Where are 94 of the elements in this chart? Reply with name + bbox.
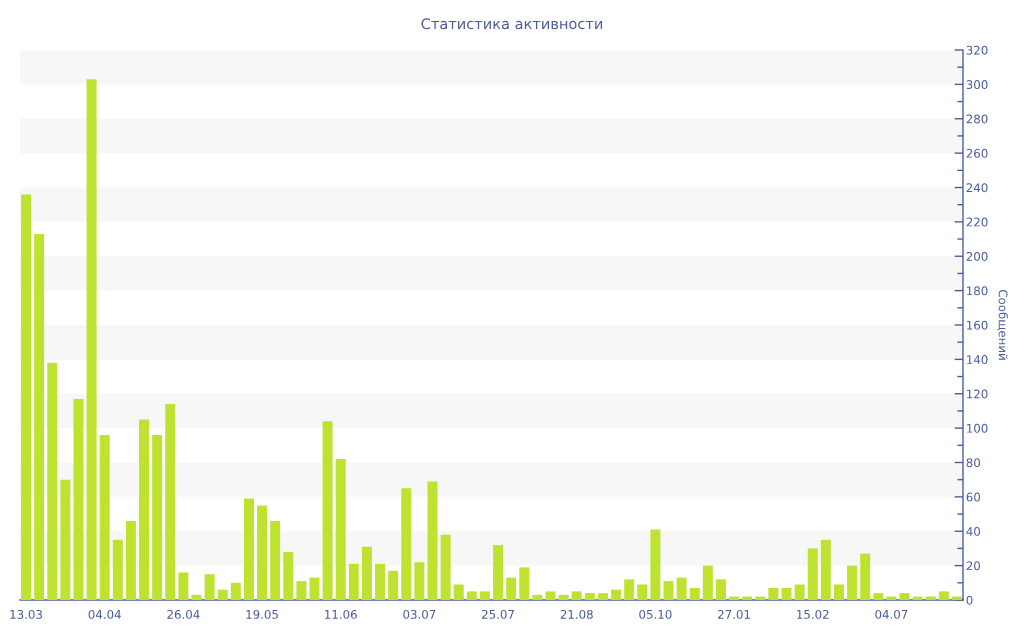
bar	[348, 563, 359, 600]
bar	[440, 534, 451, 600]
bar	[178, 572, 189, 600]
bar	[217, 589, 228, 600]
x-tick-label: 26.04	[167, 609, 200, 619]
bar	[86, 79, 97, 600]
bar	[99, 435, 110, 600]
bar	[375, 563, 386, 600]
bar	[938, 591, 949, 600]
bar	[466, 591, 477, 600]
bar	[361, 546, 372, 600]
bar	[847, 565, 858, 600]
bar	[257, 505, 268, 600]
bar	[873, 593, 884, 600]
y-tick-label: 180	[967, 286, 988, 296]
chart-title: Статистика активности	[421, 18, 603, 30]
bar	[715, 579, 726, 600]
bar	[807, 548, 818, 600]
bar	[781, 587, 792, 600]
bar	[597, 593, 608, 600]
bar	[230, 582, 241, 600]
y-tick-label: 40	[966, 526, 981, 536]
bar	[584, 593, 595, 600]
x-tick-label: 13.03	[10, 609, 42, 619]
bar	[427, 481, 438, 600]
y-tick-label: 200	[966, 251, 988, 261]
bar	[401, 488, 412, 600]
x-tick-label: 03.07	[403, 609, 436, 619]
x-tick-label: 27.01	[718, 609, 750, 619]
bar	[243, 498, 254, 600]
bar	[794, 584, 805, 600]
bar	[165, 404, 176, 600]
bar	[322, 421, 333, 600]
x-tick-label: 21.08	[560, 609, 593, 619]
bar	[637, 584, 648, 600]
x-tick-label: 04.07	[875, 609, 908, 619]
bar	[453, 584, 464, 600]
bar	[545, 591, 556, 600]
bar	[571, 591, 582, 600]
y-tick-label: 320	[966, 45, 988, 55]
bar	[493, 545, 504, 600]
bar	[34, 233, 45, 600]
x-tick-label: 04.04	[88, 609, 121, 619]
bar	[833, 584, 844, 600]
bar	[112, 539, 123, 600]
bar	[860, 553, 871, 600]
x-tick-label: 15.02	[797, 609, 829, 619]
y-tick-label: 220	[966, 217, 988, 227]
y-tick-label: 280	[966, 114, 988, 124]
bar	[519, 567, 530, 600]
bar	[624, 579, 635, 600]
y-tick-label: 20	[966, 561, 981, 571]
bar	[689, 587, 700, 600]
x-tick-label: 05.10	[639, 609, 672, 619]
bar	[270, 520, 281, 600]
bar	[388, 570, 399, 600]
bar	[60, 479, 71, 600]
x-tick-label: 19.05	[246, 609, 278, 619]
bar	[676, 577, 687, 600]
y-tick-label: 300	[966, 80, 988, 90]
bar	[73, 398, 84, 600]
bar	[21, 194, 32, 600]
bar	[47, 362, 58, 600]
bar	[414, 562, 425, 600]
bar	[204, 574, 215, 600]
bar	[663, 581, 674, 600]
y-axis-title: Сообщений	[997, 289, 1008, 360]
bar	[139, 419, 150, 600]
y-tick-label: 260	[966, 148, 988, 158]
bar	[650, 529, 661, 600]
bar	[899, 593, 910, 600]
bar	[506, 577, 517, 600]
y-tick-label: 60	[966, 492, 981, 502]
bar	[820, 539, 831, 600]
y-tick-label: 100	[967, 423, 988, 433]
y-tick-label: 80	[966, 458, 981, 468]
y-tick-label: 160	[967, 320, 988, 330]
bar	[125, 520, 136, 600]
bar	[558, 594, 569, 600]
bar	[768, 587, 779, 600]
x-tick-label: 25.07	[482, 609, 514, 619]
bar	[152, 435, 163, 600]
bar	[702, 565, 713, 600]
bar	[335, 459, 346, 600]
bar	[611, 589, 622, 600]
x-tick-label: 11.06	[325, 609, 357, 619]
bar	[283, 551, 294, 600]
y-tick-label: 240	[966, 183, 988, 193]
bar	[296, 581, 307, 600]
bar	[532, 594, 543, 600]
y-tick-label: 120	[967, 389, 988, 399]
bar	[479, 591, 490, 600]
y-tick-label: 140	[967, 355, 988, 365]
y-tick-label: 0	[966, 595, 973, 605]
